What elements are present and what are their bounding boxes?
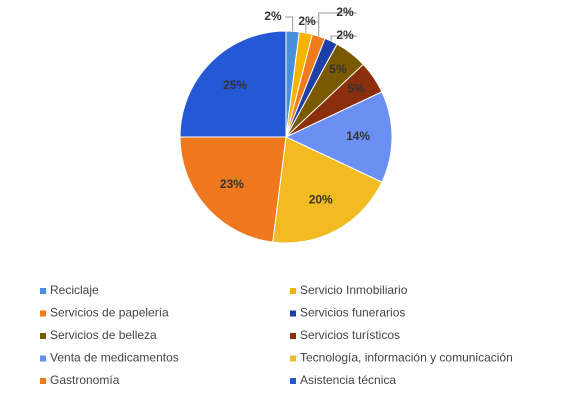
data-label: 2% [298,14,316,28]
legend-swatch [40,288,46,294]
legend-label: Servicios funerarios [300,306,405,320]
pie-slice [179,30,287,138]
data-label: 5% [347,82,365,96]
data-label: 14% [346,129,370,143]
legend-label: Servicios turísticos [300,328,400,342]
legend-swatch [40,378,46,384]
data-label: 2% [336,28,354,42]
data-label: 25% [223,78,247,92]
legend-swatch [290,378,296,384]
legend-label: Reciclaje [50,283,99,297]
leader-line [305,21,319,33]
legend-swatch [40,310,46,317]
legend-label: Venta de medicamentos [50,351,179,365]
data-label: 20% [309,192,333,206]
data-label: 23% [220,177,244,191]
data-label: 2% [264,9,282,23]
legend-swatch [290,355,296,362]
legend-swatch [40,333,46,339]
legend-swatch [290,288,296,294]
legend-label: Tecnología, información y comunicación [300,351,513,365]
leader-line [285,16,294,32]
legend-label: Gastronomía [50,373,120,387]
legend-label: Asistencia técnica [300,373,396,387]
pie-slice [272,136,383,244]
leader-line [318,12,357,37]
legend-swatch [290,310,296,317]
leader-line [330,35,357,42]
legend-swatch [290,333,296,339]
pie-slice [179,136,287,243]
pie-slice [284,91,393,183]
legend-label: Servicio Inmobiliario [300,283,408,297]
data-label: 5% [329,62,347,76]
legend-label: Servicios de belleza [50,328,157,342]
legend-swatch [40,355,46,362]
legend-label: Servicios de papelería [50,306,169,320]
data-label: 2% [336,5,354,19]
